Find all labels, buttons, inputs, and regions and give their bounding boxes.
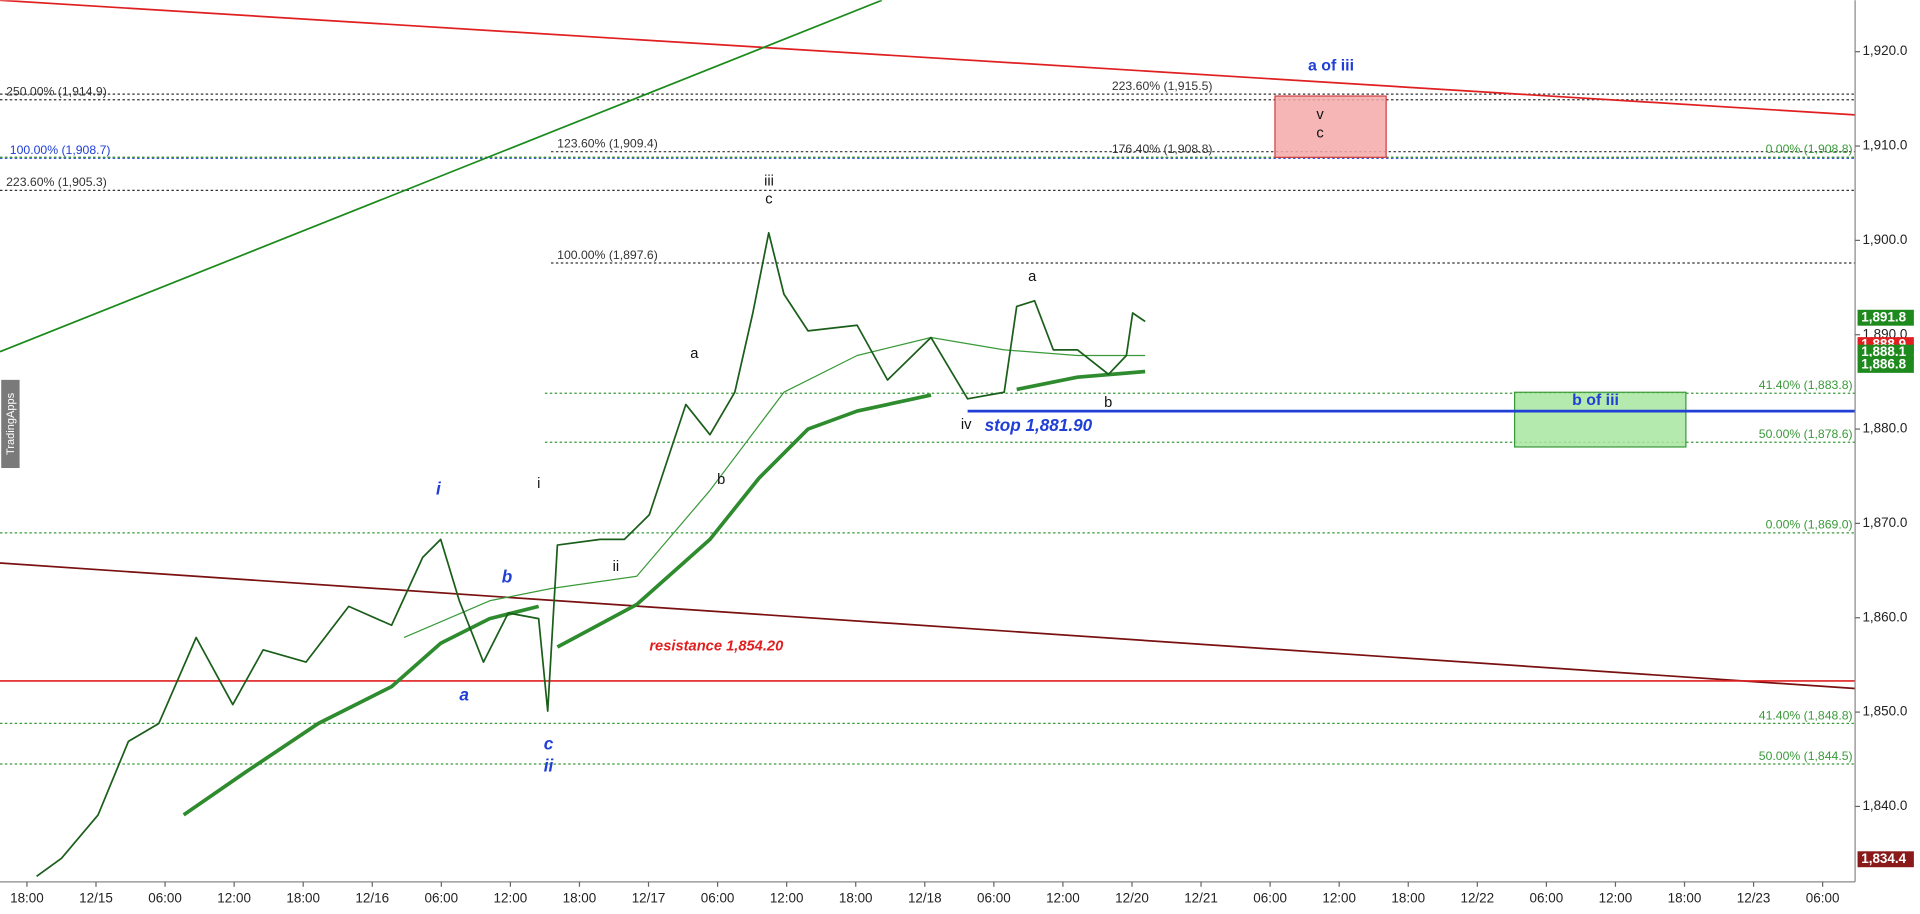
fib-label: 0.00% (1,869.0) (1766, 518, 1853, 532)
price-tag (1857, 851, 1914, 868)
fib-label: 223.60% (1,905.3) (6, 175, 107, 189)
y-tick-label: 1,910.0 (1862, 138, 1907, 153)
x-tick-label: 18:00 (1391, 891, 1425, 906)
trendline (0, 0, 883, 353)
line-label: stop 1,881.90 (985, 415, 1093, 435)
side-tab-label: TradingApps (5, 392, 17, 455)
fib-label: 50.00% (1,878.6) (1759, 427, 1853, 441)
wave-label: i (537, 476, 540, 492)
series-line (403, 336, 1146, 639)
x-tick-label: 12:00 (217, 891, 251, 906)
x-tick-label: 12/23 (1737, 891, 1771, 906)
x-tick-label: 18:00 (1668, 891, 1702, 906)
wave-label: b of iii (1572, 392, 1619, 409)
x-tick-label: 06:00 (1530, 891, 1564, 906)
fib-label: 250.00% (1,914.9) (6, 85, 107, 99)
fib-label: 50.00% (1,844.5) (1759, 749, 1853, 763)
wave-label: i (436, 479, 442, 499)
y-tick-label: 1,840.0 (1862, 798, 1907, 813)
x-tick-label: 06:00 (424, 891, 458, 906)
y-tick-label: 1,880.0 (1862, 421, 1907, 436)
x-tick-label: 06:00 (977, 891, 1011, 906)
fib-label: 123.60% (1,909.4) (557, 137, 658, 151)
y-tick-label: 1,870.0 (1862, 515, 1907, 530)
wave-label: iv (961, 417, 972, 433)
y-tick-label: 1,850.0 (1862, 704, 1907, 719)
wave-label: c (765, 192, 772, 208)
x-tick-label: 12/17 (632, 891, 666, 906)
x-tick-label: 12:00 (1322, 891, 1356, 906)
x-tick-label: 18:00 (839, 891, 873, 906)
price-tag (1857, 344, 1914, 361)
x-tick-label: 12/18 (908, 891, 942, 906)
fib-label: 41.40% (1,883.8) (1759, 378, 1853, 392)
price-tag-label: 1,886.8 (1861, 356, 1906, 371)
price-tag-label: 1,834.4 (1861, 851, 1906, 866)
zone-box (1274, 95, 1387, 158)
wave-label: b (1104, 395, 1112, 411)
y-tick-label: 1,860.0 (1862, 609, 1907, 624)
wave-label: iii (764, 173, 774, 189)
price-tag (1857, 356, 1914, 373)
x-tick-label: 12:00 (1599, 891, 1633, 906)
x-tick-label: 18:00 (563, 891, 597, 906)
trendline (0, 562, 1856, 690)
x-tick-label: 12/22 (1460, 891, 1494, 906)
y-tick-label: 1,900.0 (1862, 232, 1907, 247)
plot-area (0, 0, 1856, 877)
price-tag (1857, 309, 1914, 326)
x-tick-label: 18:00 (286, 891, 320, 906)
x-tick-label: 12/16 (355, 891, 389, 906)
wave-label: c (1316, 126, 1323, 142)
wave-label: a (690, 346, 699, 362)
fib-label: 100.00% (1,897.6) (557, 248, 658, 262)
wave-label: ii (544, 755, 555, 775)
fib-label: 0.00% (1,908.8) (1766, 142, 1853, 156)
x-tick-label: 06:00 (1806, 891, 1840, 906)
line-label: resistance 1,854.20 (649, 639, 784, 655)
wave-label: a of iii (1308, 58, 1354, 75)
x-tick-label: 06:00 (1253, 891, 1287, 906)
x-tick-label: 12:00 (770, 891, 804, 906)
trendline (0, 0, 1856, 116)
wave-label: a (1028, 269, 1037, 285)
price-tag-label: 1,888.1 (1861, 344, 1906, 359)
x-tick-label: 06:00 (148, 891, 182, 906)
series-line (36, 231, 1146, 877)
x-tick-label: 06:00 (701, 891, 735, 906)
x-tick-label: 12/21 (1184, 891, 1218, 906)
x-tick-label: 12/20 (1115, 891, 1149, 906)
wave-label: c (544, 733, 554, 753)
x-tick-label: 18:00 (10, 891, 44, 906)
wave-label: ii (613, 559, 620, 575)
wave-label: b (502, 567, 512, 587)
x-tick-label: 12/15 (79, 891, 113, 906)
series-line (182, 369, 1146, 817)
fib-label: 223.60% (1,915.5) (1112, 79, 1213, 93)
fib-label: 41.40% (1,848.8) (1759, 708, 1853, 722)
x-tick-label: 12:00 (1046, 891, 1080, 906)
fib-label: 100.00% (1,908.7) (10, 143, 111, 157)
price-tag-label: 1,891.8 (1861, 309, 1906, 324)
x-tick-label: 12:00 (494, 891, 528, 906)
side-tab[interactable] (1, 379, 20, 469)
wave-label: b (717, 472, 725, 488)
zone-box (1513, 391, 1687, 448)
fib-label: 176.40% (1,908.8) (1112, 142, 1213, 156)
y-tick-label: 1,920.0 (1862, 43, 1907, 58)
wave-label: a (459, 684, 469, 704)
wave-label: v (1316, 107, 1324, 123)
